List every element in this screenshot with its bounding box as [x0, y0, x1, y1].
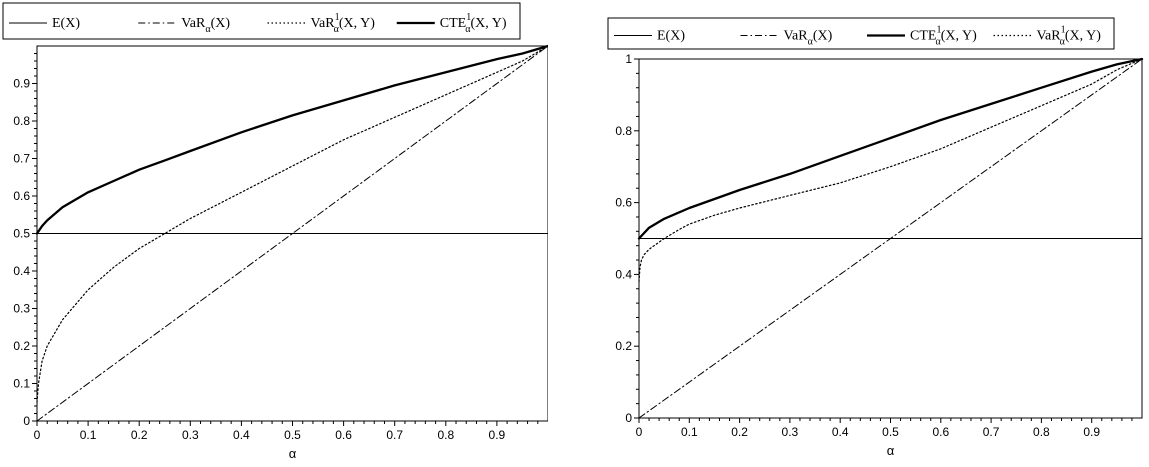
chart-left-x-tick-label: 0.2	[131, 428, 148, 442]
legend-label-tail: (X)	[211, 16, 231, 31]
chart-left-y-tick-label: 0.1	[13, 377, 30, 391]
chart-left-y-tick-label: 0	[23, 414, 30, 428]
chart-right-x-tick-label: 0.9	[1083, 425, 1100, 439]
legend-label-sub: α	[808, 37, 814, 48]
chart-right-x-tick-label: 0.4	[832, 425, 849, 439]
chart-left-y-tick-label: 0.6	[13, 189, 30, 203]
chart-left-x-axis-title: α	[289, 446, 297, 461]
legend-label-sup: 1	[335, 12, 340, 23]
legend-label-sup: 1	[1061, 25, 1066, 36]
chart-right-y-tick-label: 0.2	[615, 339, 632, 353]
legend-label-sub: α	[465, 24, 471, 35]
chart-right-x-tick-label: 0.8	[1033, 425, 1050, 439]
chart-left-x-tick-label: 0.3	[182, 428, 199, 442]
chart-right-x-tick-label: 0.2	[731, 425, 748, 439]
legend-label-base: VaR	[311, 16, 336, 31]
legend-label-sup: 1	[466, 12, 471, 23]
legend-label-base: E(X)	[52, 16, 80, 31]
legend-label-base: VaR	[784, 29, 809, 44]
legend-label-tail: (X, Y)	[1065, 29, 1101, 44]
chart-right-y-tick-label: 0	[625, 411, 632, 425]
legend-label-sub: α	[935, 37, 941, 48]
chart-right-x-tick-label: 0.1	[681, 425, 698, 439]
chart-right-x-tick-label: 0.3	[782, 425, 799, 439]
chart-right-x-tick-label: 0	[636, 425, 643, 439]
legend-label-base: VaR	[181, 16, 206, 31]
chart-left-x-tick-label: 0.9	[489, 428, 506, 442]
chart-left-x-tick-label: 0.4	[233, 428, 250, 442]
chart-right-y-tick-label: 0.8	[615, 124, 632, 138]
legend-label-base: CTE	[910, 29, 936, 44]
legend-label-base: CTE	[440, 16, 466, 31]
chart-left-y-tick-label: 0.9	[13, 77, 30, 91]
chart-right-series-dashdot-line	[638, 58, 1143, 419]
chart-left-legend	[2, 2, 521, 40]
chart-right-x-tick-label: 0.5	[882, 425, 899, 439]
chart-right-legend	[607, 17, 1115, 50]
legend-label-tail: (X)	[813, 29, 833, 44]
legend-label-sub: α	[205, 24, 211, 35]
legend-label-sub: α	[334, 24, 340, 35]
legend-label-base: VaR	[1037, 29, 1062, 44]
chart-left-x-tick-label: 0	[34, 428, 41, 442]
chart-right-y-tick-label: 0.4	[615, 267, 632, 281]
chart-left-legend-label: CTE1 α(X, Y)	[440, 12, 507, 35]
chart-left-y-tick-label: 0.2	[13, 339, 30, 353]
chart-left-legend-label: VaR1 α(X, Y)	[311, 12, 376, 35]
chart-left-x-tick-label: 0.5	[284, 428, 301, 442]
chart-right-legend-label: CTE1 α(X, Y)	[910, 25, 977, 48]
chart-left-svg: 0 0.1 0.2 0.3 0.4 0.5 0.6 0.7 0.8 0.9 0 0.1 0.2 0.3 0.…	[2, 2, 548, 461]
legend-label-base: E(X)	[657, 29, 685, 44]
chart-right-x-tick-label: 0.6	[932, 425, 949, 439]
chart-left-x-tick-label: 0.7	[386, 428, 403, 442]
chart-right-x-axis-title: α	[887, 443, 895, 458]
chart-left-legend-label: E(X)	[52, 16, 80, 31]
chart-left-y-tick-label: 0.4	[13, 264, 30, 278]
chart-right-series-dotted-line	[638, 58, 1143, 283]
chart-left-legend-label: VaRα(X)	[181, 16, 230, 35]
chart-right-legend-label: VaRα(X)	[784, 29, 833, 48]
chart-left-y-tick-label: 0.7	[13, 152, 30, 166]
legend-label-tail: (X, Y)	[339, 16, 375, 31]
chart-right-y-tick-label: 1	[625, 52, 632, 66]
chart-left-series-dotted-line	[36, 45, 548, 403]
chart-left-series-dashdot-line	[36, 45, 548, 422]
chart-left-series-thick-line	[35, 44, 548, 235]
chart-right-legend-label: E(X)	[657, 29, 685, 44]
chart-left-y-tick-label: 0.3	[13, 302, 30, 316]
chart-right-y-tick-label: 0.6	[615, 196, 632, 210]
chart-right: 0 0.1 0.2 0.3 0.4 0.5 0.6 0.7 0.8 0.9 0 0.2 0.4 0.6 0.…	[600, 0, 1149, 467]
chart-right-legend-label: VaR1 α(X, Y)	[1037, 25, 1102, 48]
legend-label-sup: 1	[936, 25, 941, 36]
chart-right-svg: 0 0.1 0.2 0.3 0.4 0.5 0.6 0.7 0.8 0.9 0 0.2 0.4 0.6 0.…	[607, 17, 1144, 458]
chart-left-y-tick-label: 0.5	[13, 227, 30, 241]
chart-right-series-thick-line	[637, 57, 1144, 240]
chart-left-y-tick-label: 0.8	[13, 114, 30, 128]
chart-left-x-tick-label: 0.1	[80, 428, 97, 442]
chart-left: 0 0.1 0.2 0.3 0.4 0.5 0.6 0.7 0.8 0.9 0 0.1 0.2 0.3 0.…	[0, 0, 548, 467]
chart-left-x-tick-label: 0.8	[437, 428, 454, 442]
legend-label-sub: α	[1060, 37, 1066, 48]
chart-right-x-tick-label: 0.7	[983, 425, 1000, 439]
chart-left-x-tick-label: 0.6	[335, 428, 352, 442]
legend-label-tail: (X, Y)	[470, 16, 506, 31]
legend-label-tail: (X, Y)	[941, 29, 977, 44]
